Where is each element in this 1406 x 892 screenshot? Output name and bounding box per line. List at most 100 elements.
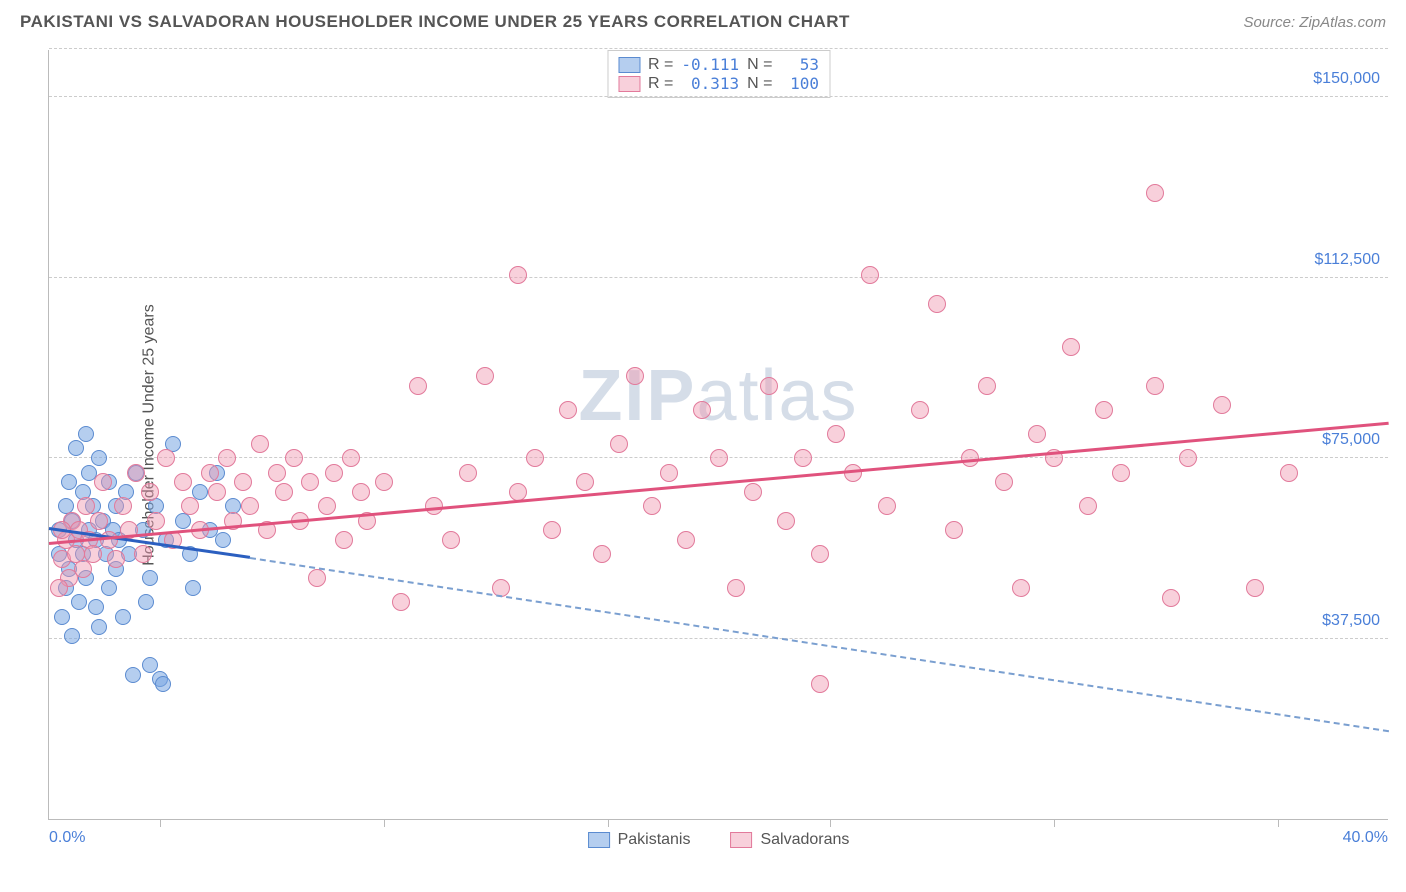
- data-point: [208, 483, 226, 501]
- data-point: [811, 545, 829, 563]
- data-point: [352, 483, 370, 501]
- chart-title: PAKISTANI VS SALVADORAN HOUSEHOLDER INCO…: [20, 12, 850, 32]
- y-tick-label: $150,000: [1313, 70, 1380, 88]
- data-point: [593, 545, 611, 563]
- data-point: [710, 449, 728, 467]
- data-point: [115, 609, 131, 625]
- data-point: [526, 449, 544, 467]
- stat-label-n: N =: [747, 75, 772, 93]
- y-tick-label: $37,500: [1322, 612, 1380, 630]
- data-point: [1213, 396, 1231, 414]
- data-point: [275, 483, 293, 501]
- data-point: [174, 473, 192, 491]
- data-point: [114, 497, 132, 515]
- data-point: [91, 619, 107, 635]
- data-point: [125, 667, 141, 683]
- data-point: [1095, 401, 1113, 419]
- data-point: [84, 545, 102, 563]
- data-point: [1112, 464, 1130, 482]
- data-point: [1028, 425, 1046, 443]
- data-point: [157, 449, 175, 467]
- data-point: [392, 593, 410, 611]
- data-point: [147, 512, 165, 530]
- data-point: [459, 464, 477, 482]
- gridline: [49, 48, 1388, 49]
- data-point: [335, 531, 353, 549]
- data-point: [215, 532, 231, 548]
- x-tick: [1278, 819, 1279, 827]
- x-tick: [160, 819, 161, 827]
- gridline: [49, 277, 1388, 278]
- data-point: [945, 521, 963, 539]
- y-tick-label: $112,500: [1314, 251, 1380, 269]
- data-point: [476, 367, 494, 385]
- data-point: [301, 473, 319, 491]
- data-point: [643, 497, 661, 515]
- data-point: [811, 675, 829, 693]
- data-point: [325, 464, 343, 482]
- data-point: [1179, 449, 1197, 467]
- data-point: [181, 497, 199, 515]
- data-point: [342, 449, 360, 467]
- stat-label-r: R =: [648, 75, 673, 93]
- data-point: [1162, 589, 1180, 607]
- data-point: [1146, 184, 1164, 202]
- data-point: [911, 401, 929, 419]
- legend-label: Salvadorans: [760, 831, 849, 849]
- data-point: [251, 435, 269, 453]
- data-point: [141, 483, 159, 501]
- data-point: [68, 440, 84, 456]
- data-point: [760, 377, 778, 395]
- data-point: [543, 521, 561, 539]
- scatter-chart: Householder Income Under 25 years ZIPatl…: [48, 50, 1388, 820]
- x-axis-start-label: 0.0%: [49, 829, 85, 847]
- data-point: [142, 570, 158, 586]
- data-point: [50, 579, 68, 597]
- data-point: [1246, 579, 1264, 597]
- stat-label-n: N =: [747, 56, 772, 74]
- legend-item: Salvadorans: [730, 831, 849, 849]
- data-point: [107, 550, 125, 568]
- data-point: [318, 497, 336, 515]
- data-point: [91, 450, 107, 466]
- data-point: [54, 609, 70, 625]
- y-tick-label: $75,000: [1322, 431, 1380, 449]
- chart-header: PAKISTANI VS SALVADORAN HOUSEHOLDER INCO…: [0, 0, 1406, 40]
- data-point: [559, 401, 577, 419]
- data-point: [308, 569, 326, 587]
- data-point: [1012, 579, 1030, 597]
- legend-swatch: [618, 57, 640, 73]
- data-point: [777, 512, 795, 530]
- data-point: [878, 497, 896, 515]
- x-tick: [384, 819, 385, 827]
- x-tick: [830, 819, 831, 827]
- legend-label: Pakistanis: [618, 831, 691, 849]
- data-point: [693, 401, 711, 419]
- data-point: [509, 483, 527, 501]
- data-point: [978, 377, 996, 395]
- x-tick: [1054, 819, 1055, 827]
- data-point: [1146, 377, 1164, 395]
- chart-source: Source: ZipAtlas.com: [1243, 14, 1386, 31]
- data-point: [610, 435, 628, 453]
- gridline: [49, 638, 1388, 639]
- data-point: [827, 425, 845, 443]
- data-point: [660, 464, 678, 482]
- data-point: [241, 497, 259, 515]
- stat-value-n: 100: [780, 74, 819, 93]
- data-point: [268, 464, 286, 482]
- stat-label-r: R =: [648, 56, 673, 74]
- data-point: [442, 531, 460, 549]
- data-point: [88, 599, 104, 615]
- x-axis-end-label: 40.0%: [1343, 829, 1388, 847]
- data-point: [861, 266, 879, 284]
- data-point: [234, 473, 252, 491]
- data-point: [1079, 497, 1097, 515]
- stats-row: R = 0.313N = 100: [618, 74, 819, 93]
- data-point: [626, 367, 644, 385]
- data-point: [576, 473, 594, 491]
- series-legend: Pakistanis Salvadorans: [588, 831, 850, 849]
- data-point: [1280, 464, 1298, 482]
- stats-row: R =-0.111N = 53: [618, 55, 819, 74]
- data-point: [94, 473, 112, 491]
